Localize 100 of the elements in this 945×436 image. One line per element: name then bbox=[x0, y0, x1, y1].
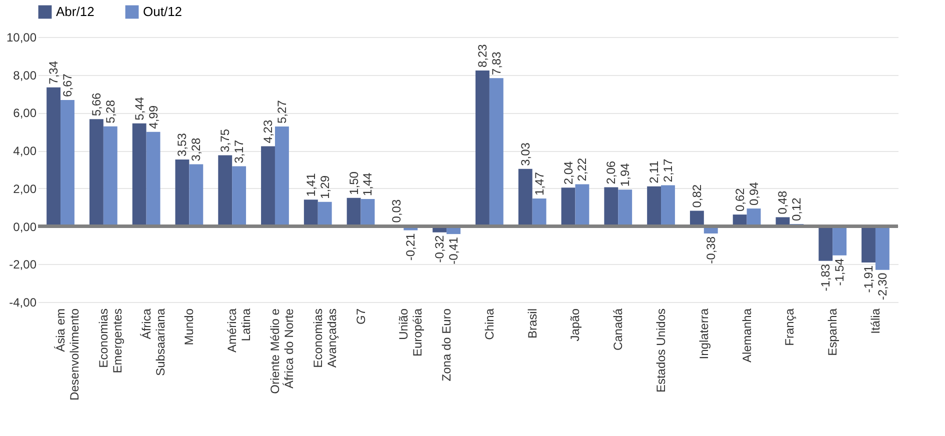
bar bbox=[690, 210, 704, 226]
bar bbox=[146, 132, 160, 226]
data-label: 3,28 bbox=[189, 138, 204, 162]
data-label: 2,04 bbox=[561, 160, 576, 185]
bar bbox=[60, 100, 74, 226]
x-tick-label: Ásia em Desenvolvimento bbox=[54, 308, 82, 401]
bar bbox=[818, 226, 833, 261]
data-label: 5,44 bbox=[132, 96, 146, 120]
bar bbox=[746, 208, 761, 226]
bar bbox=[103, 126, 118, 226]
data-label: 2,22 bbox=[575, 158, 590, 182]
y-tick-label: 8,00 bbox=[13, 68, 37, 82]
y-tick-label: 4,00 bbox=[13, 144, 37, 158]
data-label: 5,27 bbox=[274, 100, 289, 124]
x-tick-label: União Européia bbox=[396, 308, 425, 357]
data-label: 8,23 bbox=[475, 44, 490, 68]
data-label: 5,66 bbox=[89, 92, 104, 116]
bar bbox=[304, 200, 318, 226]
bar bbox=[661, 185, 675, 226]
data-label: 0,48 bbox=[776, 190, 790, 214]
bar bbox=[218, 155, 232, 226]
data-label: 4,99 bbox=[146, 105, 160, 129]
y-tick-label: 10,00 bbox=[6, 30, 37, 44]
data-label: 5,28 bbox=[103, 100, 118, 124]
data-label: 4,23 bbox=[261, 120, 276, 144]
bar bbox=[132, 123, 146, 226]
bar bbox=[232, 166, 246, 226]
bar bbox=[261, 146, 275, 226]
data-label: 0,03 bbox=[390, 199, 404, 223]
bar bbox=[89, 119, 104, 226]
data-label: -2,30 bbox=[875, 272, 890, 300]
x-tick-label: Estados Unidos bbox=[654, 308, 668, 393]
data-label: 6,67 bbox=[60, 73, 74, 98]
x-tick-label: Economias Avançadas bbox=[310, 308, 339, 368]
bar bbox=[476, 70, 490, 226]
data-label: -0,32 bbox=[432, 235, 447, 263]
data-label: 7,34 bbox=[46, 60, 61, 84]
bar bbox=[318, 202, 332, 226]
bar bbox=[604, 187, 618, 226]
bar bbox=[862, 226, 876, 262]
data-label: 0,12 bbox=[790, 197, 804, 222]
data-label: -1,54 bbox=[832, 258, 847, 286]
data-label: 1,44 bbox=[360, 172, 375, 196]
x-tick-label: Alemanha bbox=[740, 308, 754, 363]
data-label: 0,94 bbox=[746, 182, 761, 206]
data-label: 0,82 bbox=[690, 184, 704, 208]
bar bbox=[346, 198, 361, 226]
data-label: -1,91 bbox=[862, 265, 876, 293]
data-label: 2,06 bbox=[604, 160, 618, 184]
bar bbox=[175, 159, 190, 226]
x-tick-label: China bbox=[482, 308, 496, 340]
x-tick-label: Economias Emergentes bbox=[96, 308, 124, 374]
data-label: 1,94 bbox=[618, 162, 632, 187]
y-tick-label: -2,00 bbox=[9, 258, 37, 272]
bar bbox=[575, 184, 590, 226]
data-label: 7,83 bbox=[489, 51, 504, 76]
bar bbox=[518, 168, 532, 226]
y-tick-label: 6,00 bbox=[13, 106, 37, 120]
bar bbox=[360, 199, 375, 226]
data-label: -0,21 bbox=[404, 232, 418, 261]
data-label: 3,75 bbox=[218, 128, 232, 152]
y-tick-label: 0,00 bbox=[13, 220, 37, 234]
data-label: 3,53 bbox=[175, 132, 190, 156]
data-label: 1,47 bbox=[532, 172, 546, 196]
legend-label: Abr/12 bbox=[56, 4, 94, 19]
x-tick-label: Inglaterra bbox=[696, 308, 711, 360]
x-tick-label: Mundo bbox=[182, 308, 196, 346]
bar bbox=[647, 186, 662, 226]
bar bbox=[274, 126, 289, 226]
x-tick-label: Espanha bbox=[826, 308, 840, 356]
bar bbox=[561, 188, 576, 226]
y-tick-label: 2,00 bbox=[13, 182, 37, 196]
x-tick-label: Zona do Euro bbox=[440, 308, 454, 382]
bar bbox=[875, 226, 890, 270]
y-tick-label: -4,00 bbox=[9, 296, 37, 310]
x-tick-label: G7 bbox=[354, 308, 368, 325]
bar bbox=[532, 198, 546, 226]
data-label: -0,41 bbox=[446, 236, 461, 264]
data-label: 3,17 bbox=[232, 140, 246, 164]
x-tick-label: Japão bbox=[568, 308, 582, 342]
x-tick-label: Brasil bbox=[525, 308, 540, 339]
data-label: 2,17 bbox=[660, 158, 675, 182]
x-tick-label: Canadá bbox=[611, 308, 626, 351]
x-tick-label: Itália bbox=[868, 308, 882, 334]
x-tick-label: Oriente Médio e África do Norte bbox=[268, 308, 296, 394]
data-label: -1,83 bbox=[818, 264, 833, 292]
data-label: 1,41 bbox=[304, 172, 318, 197]
x-tick-label: França bbox=[782, 308, 797, 346]
bar bbox=[832, 226, 847, 256]
data-label: 1,50 bbox=[346, 171, 361, 195]
data-label: 2,11 bbox=[647, 160, 662, 184]
x-tick-label: América Latina bbox=[225, 308, 254, 353]
legend-label: Out/12 bbox=[143, 4, 182, 19]
data-label: 1,29 bbox=[318, 175, 332, 199]
data-label: 3,03 bbox=[518, 142, 532, 166]
bar bbox=[618, 190, 632, 226]
data-label: 0,62 bbox=[732, 188, 747, 212]
x-tick-label: África Subsaariana bbox=[139, 308, 168, 376]
bar bbox=[489, 78, 504, 226]
bar bbox=[46, 87, 61, 226]
